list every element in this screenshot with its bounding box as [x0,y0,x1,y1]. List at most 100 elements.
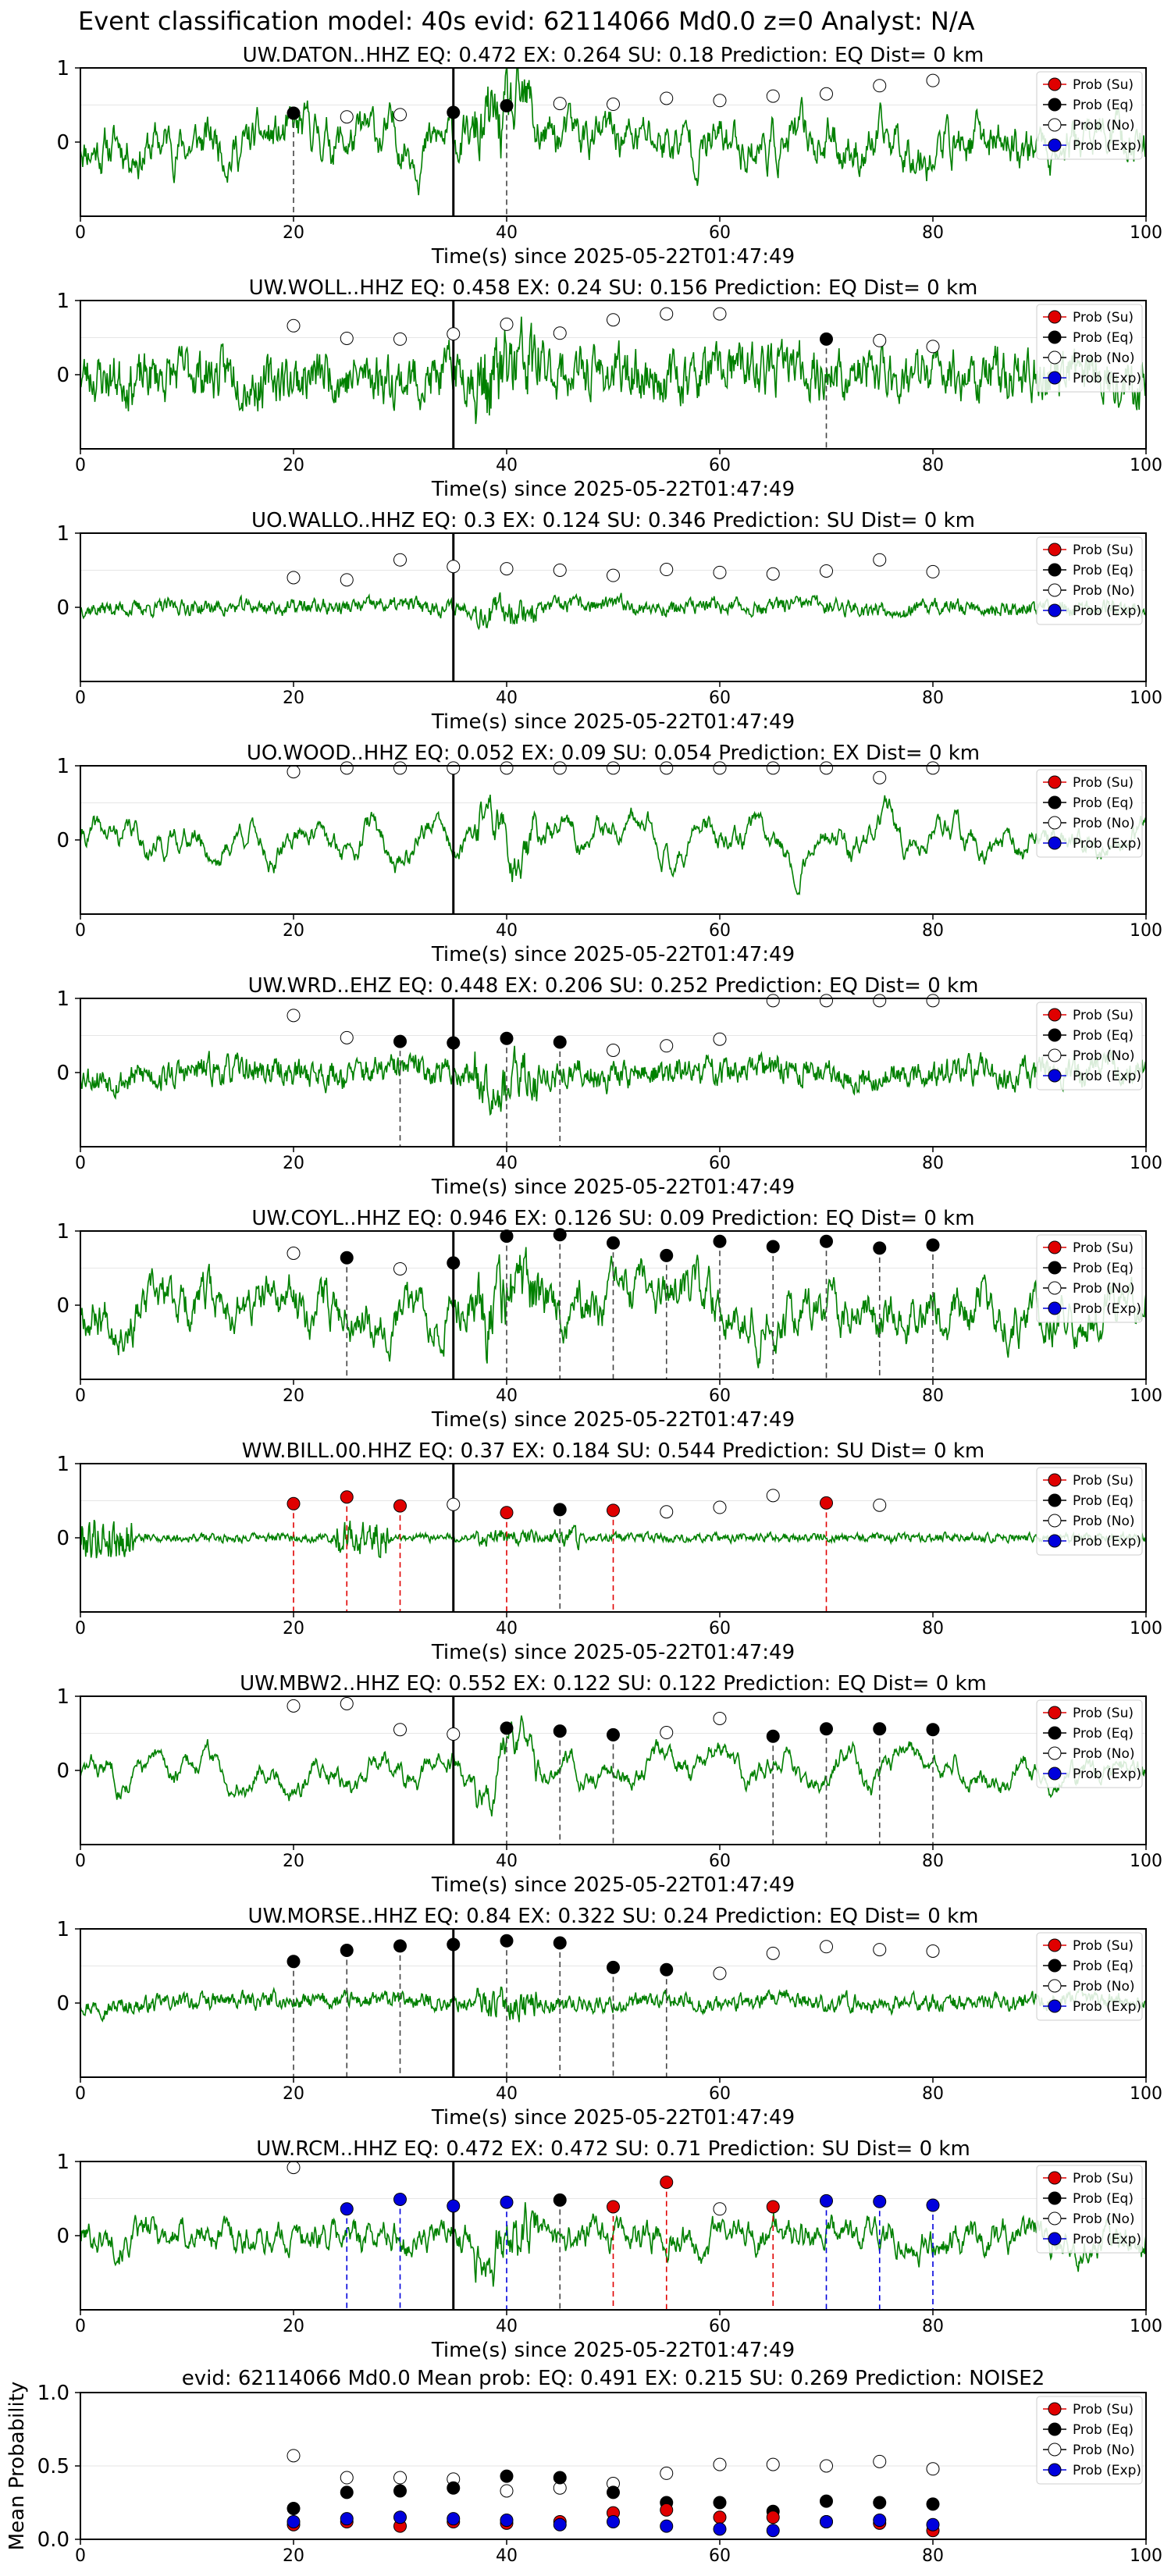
y-tick-label: 1 [56,522,69,546]
legend-marker-eq [1048,2422,1062,2436]
legend-label: Prob (No) [1073,2211,1135,2227]
prob-marker-no [340,1697,354,1710]
prob-marker-no [340,1030,354,1044]
legend-label: Prob (Su) [1073,775,1134,791]
legend-label: Prob (Su) [1073,1473,1134,1489]
prob-marker-eq [500,1721,514,1735]
prob-marker-no [500,562,514,576]
x-tick-label: 20 [283,921,304,941]
legend-label: Prob (Su) [1073,543,1134,558]
x-tick-label: 80 [922,688,944,708]
x-tick-label: 40 [496,2084,518,2104]
panel-title: UO.WOOD..HHZ EQ: 0.052 EX: 0.09 SU: 0.05… [247,742,980,765]
legend-marker-exp [1048,138,1062,152]
prob-marker-no [766,761,780,775]
x-tick-label: 100 [1130,2546,1162,2566]
mean-marker-eq [820,2494,833,2508]
prob-marker-no [660,307,674,321]
panel-title: WW.BILL.00.HHZ EQ: 0.37 EX: 0.184 SU: 0.… [242,1439,984,1463]
x-tick-label: 0 [75,1619,86,1638]
legend-marker-exp [1048,1301,1062,1315]
prob-marker-no [926,994,940,1008]
mean-marker-exp [340,2512,354,2526]
waveform-panel-10: UW.RCM..HHZ EQ: 0.472 EX: 0.472 SU: 0.71… [56,2137,1162,2362]
legend-marker-su [1048,77,1062,91]
waveform-trace [80,2202,1146,2287]
mean-marker-exp [926,2517,940,2532]
x-axis-label: Time(s) since 2025-05-22T01:47:49 [431,1641,795,1664]
legend-label: Prob (Eq) [1073,1726,1134,1742]
y-axis-label: Mean Probability [5,2382,29,2551]
mean-marker-eq [393,2484,407,2498]
prob-marker-no [553,326,567,340]
panel-title: UW.COYL..HHZ EQ: 0.946 EX: 0.126 SU: 0.0… [251,1207,974,1230]
mean-marker-eq [873,2496,887,2510]
mean-marker-no [660,2466,674,2480]
x-tick-label: 60 [709,688,731,708]
prob-marker-no [607,568,620,582]
prob-marker-eq [500,98,514,112]
legend-label: Prob (Eq) [1073,563,1134,578]
legend-label: Prob (No) [1073,118,1135,133]
legend-label: Prob (Su) [1073,77,1134,93]
prob-marker-no [873,1498,887,1512]
x-tick-label: 80 [922,223,944,243]
y-tick-label: 1 [56,2151,69,2174]
legend-marker-eq [1048,1959,1062,1973]
x-tick-label: 20 [283,223,304,243]
mean-marker-eq [553,2471,567,2485]
x-tick-label: 100 [1130,223,1162,243]
prob-marker-eq [500,1031,514,1045]
legend-label: Prob (Su) [1073,1938,1134,1954]
prob-marker-no [926,761,940,775]
x-tick-label: 40 [496,456,518,475]
legend-label: Prob (Eq) [1073,1959,1134,1974]
mean-marker-su [713,2510,727,2524]
legend-label: Prob (Exp) [1073,371,1141,386]
plot-frame [80,67,1147,217]
mean-marker-no [500,2484,514,2498]
prob-marker-no [553,97,567,111]
prob-marker-no [766,1946,780,1960]
prob-marker-no [340,573,354,587]
legend-marker-su [1048,1938,1062,1952]
legend-label: Prob (Su) [1073,1008,1134,1023]
x-tick-label: 80 [922,2546,944,2566]
prob-marker-no [820,1940,833,1954]
legend-label: Prob (Eq) [1073,2422,1134,2438]
prob-marker-eq [766,1240,780,1254]
prob-marker-no [607,1044,620,1057]
mean-marker-exp [393,2510,407,2524]
y-tick-label: 1 [56,987,69,1011]
prob-marker-no [340,331,354,345]
legend-marker-no [1048,583,1062,597]
prob-marker-eq [926,1238,940,1252]
legend-label: Prob (Eq) [1073,1493,1134,1509]
prob-marker-exp [500,2195,514,2209]
panel-title: UW.WRD..EHZ EQ: 0.448 EX: 0.206 SU: 0.25… [248,974,979,998]
mean-marker-no [873,2454,887,2468]
waveform-panel-1: UW.DATON..HHZ EQ: 0.472 EX: 0.264 SU: 0.… [56,44,1162,269]
x-tick-label: 80 [922,1619,944,1638]
prob-marker-no [713,565,727,579]
prob-marker-no [340,761,354,775]
waveform-panel-4: UO.WOOD..HHZ EQ: 0.052 EX: 0.09 SU: 0.05… [56,742,1162,966]
legend-box [1036,1699,1143,1788]
mean-marker-exp [820,2514,833,2528]
legend-label: Prob (Exp) [1073,138,1141,154]
legend-marker-eq [1048,98,1062,112]
prob-marker-eq [553,1503,567,1517]
x-tick-label: 80 [922,2317,944,2336]
prob-marker-no [713,307,727,321]
y-tick-label: 0.5 [37,2455,69,2478]
prob-marker-no [766,89,780,103]
legend-marker-no [1048,1746,1062,1760]
x-tick-label: 0 [75,921,86,941]
waveform-trace [80,68,1146,196]
legend-marker-eq [1048,2191,1062,2205]
x-tick-label: 20 [283,2546,304,2566]
legend-marker-su [1048,775,1062,789]
legend-box [1036,304,1143,393]
waveform-panel-5: UW.WRD..EHZ EQ: 0.448 EX: 0.206 SU: 0.25… [56,974,1162,1199]
x-tick-label: 20 [283,1154,304,1173]
